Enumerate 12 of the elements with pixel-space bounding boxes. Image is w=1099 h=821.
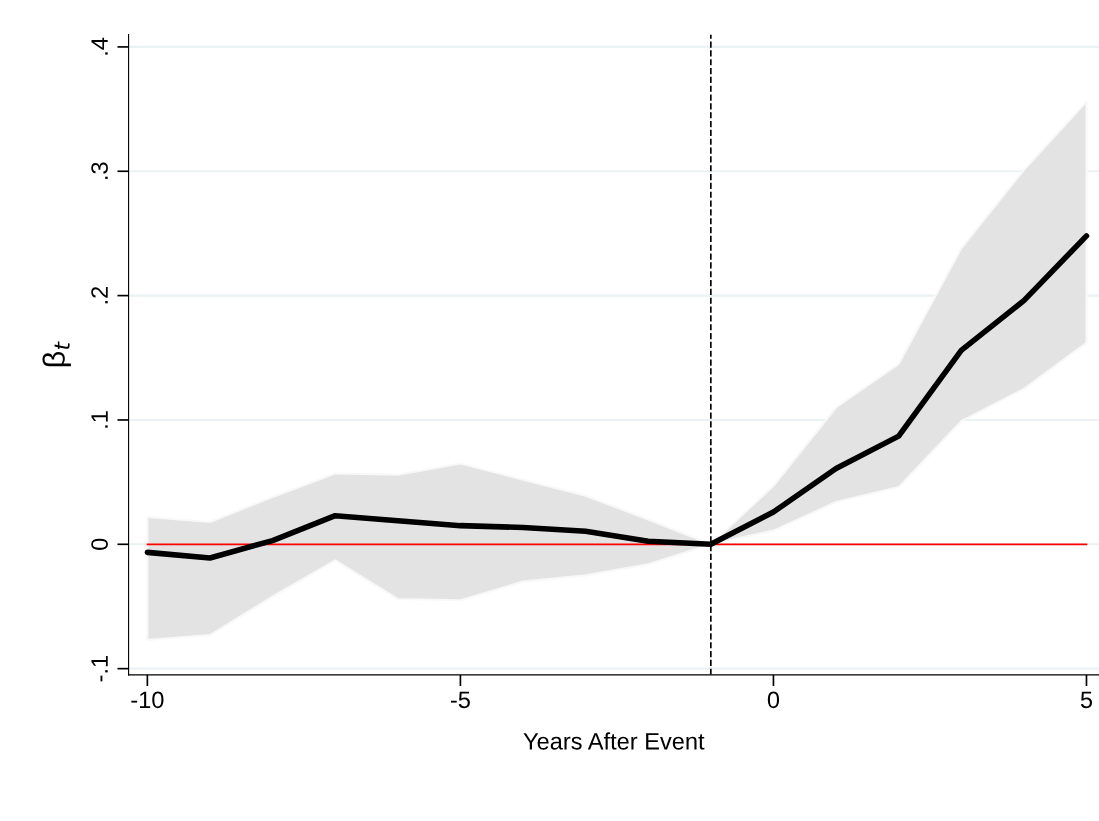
x-tick-label: 5 <box>1080 691 1093 709</box>
x-tick-label: -10 <box>131 691 164 709</box>
y-tick-label: .3 <box>91 162 108 179</box>
y-tick-label: .1 <box>91 411 108 428</box>
y-axis-title: β$_{t}$ <box>42 341 71 367</box>
y-tick-label: -.1 <box>91 656 108 682</box>
x-axis-title: Years After Event <box>523 732 705 750</box>
y-tick-label: .2 <box>91 286 108 304</box>
x-tick-label: -5 <box>450 691 470 709</box>
x-tick-label: 0 <box>767 691 780 709</box>
y-tick-label: .4 <box>91 37 108 55</box>
y-tick-label: 0 <box>91 538 108 550</box>
